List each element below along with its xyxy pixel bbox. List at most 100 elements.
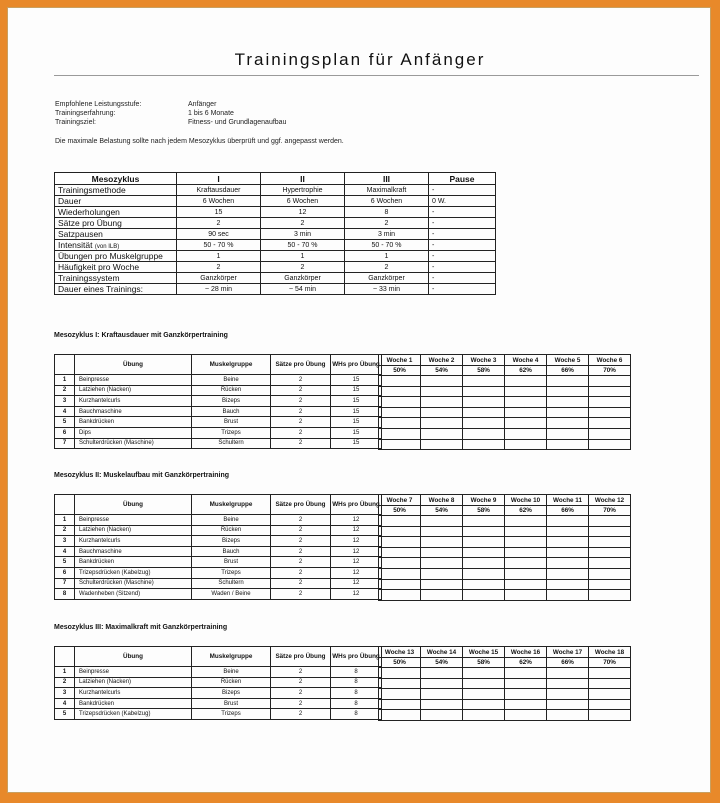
sets-value: 2 xyxy=(270,395,331,407)
intensity-percent: 70% xyxy=(588,505,631,516)
exercise-header-row: Übung Muskelgruppe Sätze pro Übung WHs pro … xyxy=(54,354,382,375)
week-header: Woche 11 xyxy=(546,494,589,506)
week-log-cell xyxy=(462,536,505,548)
week-log-cell xyxy=(588,709,631,721)
overview-row-label: Trainingsmethode xyxy=(54,184,177,196)
week-log-row xyxy=(378,567,631,580)
week-log-cell xyxy=(546,375,589,387)
week-log-cell xyxy=(546,546,589,559)
intensity-percent: 70% xyxy=(588,657,631,668)
note-text: Die maximale Belastung sollte nach jedem… xyxy=(55,138,344,145)
overview-row-label: Trainingssystem xyxy=(54,272,177,284)
overview-cell: Kraftausdauer xyxy=(176,184,261,196)
overview-header-cell: II xyxy=(260,172,345,185)
week-log-cell xyxy=(504,709,547,721)
week-log-cell xyxy=(462,525,505,538)
intensity-percent: 66% xyxy=(546,657,589,668)
week-log-cell xyxy=(420,438,463,451)
overview-cell: Ganzkörper xyxy=(176,272,261,284)
overview-header-cell: Pause xyxy=(428,172,496,185)
exercise-number: 1 xyxy=(54,666,75,678)
intensity-row: 50% 54% 58% 62% 66% 70% xyxy=(378,657,631,668)
overview-row: Dauer 6 Wochen 6 Wochen 6 Wochen 0 W. xyxy=(54,195,496,207)
week-log-cell xyxy=(588,406,631,419)
section-title: Mesozyklus I: Kraftausdauer mit Ganzkörp… xyxy=(54,332,228,339)
week-log-row xyxy=(378,578,631,591)
muscle-group-header: Muskelgruppe xyxy=(191,646,271,667)
week-log-cell xyxy=(588,546,631,559)
week-log-cell xyxy=(546,567,589,580)
week-log-cell xyxy=(588,589,631,601)
week-progress-table: Woche 7 Woche 8 Woche 9 Woche 10 Woche 11 Woc… xyxy=(378,494,631,601)
overview-cell: Ganzkörper xyxy=(260,272,345,284)
week-log-cell xyxy=(378,406,421,419)
exercise-num-header xyxy=(54,646,75,667)
week-log-cell xyxy=(462,677,505,690)
week-log-row xyxy=(378,375,631,387)
week-log-cell xyxy=(420,427,463,440)
week-progress-table: Woche 1 Woche 2 Woche 3 Woche 4 Woche 5 Woche… xyxy=(378,354,631,451)
exercise-row: 2 Latziehen (Nacken) Rücken 2 8 xyxy=(54,676,382,689)
sets-value: 2 xyxy=(270,708,331,720)
exercise-number: 6 xyxy=(54,566,75,579)
overview-cell: 2 xyxy=(176,261,261,273)
overview-cell: - xyxy=(428,184,496,196)
overview-cell: Maximalkraft xyxy=(344,184,429,196)
week-log-cell xyxy=(462,427,505,440)
reps-value: 12 xyxy=(330,524,382,537)
intensity-percent: 62% xyxy=(504,657,547,668)
reps-value: 15 xyxy=(330,437,382,450)
week-log-cell xyxy=(462,698,505,711)
exercise-name: Beinpresse xyxy=(74,514,192,526)
exercise-number: 2 xyxy=(54,384,75,397)
exercise-name: Schulterdrücken (Maschine) xyxy=(74,437,192,450)
muscle-group: Trizeps xyxy=(191,708,271,720)
week-log-cell xyxy=(504,427,547,440)
week-log-row xyxy=(378,589,631,601)
week-log-cell xyxy=(420,546,463,559)
week-log-cell xyxy=(420,557,463,569)
week-header: Woche 16 xyxy=(504,646,547,658)
overview-cell: - xyxy=(428,239,496,251)
week-log-cell xyxy=(504,589,547,601)
reps-value: 12 xyxy=(330,577,382,590)
info-value: 1 bis 6 Monate xyxy=(188,110,234,117)
overview-cell: ~ 28 min xyxy=(176,283,261,295)
sets-value: 2 xyxy=(270,687,331,699)
overview-cell: 50 - 70 % xyxy=(176,239,261,251)
week-log-cell xyxy=(420,688,463,700)
exercise-row: 3 Kurzhantelcurls Bizeps 2 15 xyxy=(54,395,382,407)
overview-cell: 2 xyxy=(260,261,345,273)
sets-header: Sätze pro Übung xyxy=(270,494,331,515)
week-log-cell xyxy=(462,417,505,429)
overview-row-label: Sätze pro Übung xyxy=(54,217,177,229)
week-log-cell xyxy=(588,536,631,548)
exercise-name-header: Übung xyxy=(74,646,192,667)
sets-value: 2 xyxy=(270,676,331,689)
overview-row: Trainingssystem Ganzkörper Ganzkörper Ganzk… xyxy=(54,272,496,284)
exercise-table: Übung Muskelgruppe Sätze pro Übung WHs pro … xyxy=(54,646,382,720)
overview-cell: Ganzkörper xyxy=(344,272,429,284)
week-log-row xyxy=(378,677,631,690)
exercise-name: Latziehen (Nacken) xyxy=(74,524,192,537)
week-log-cell xyxy=(546,536,589,548)
week-header: Woche 13 xyxy=(378,646,421,658)
exercise-number: 7 xyxy=(54,577,75,590)
week-log-row xyxy=(378,385,631,398)
week-log-cell xyxy=(462,406,505,419)
week-log-cell xyxy=(504,406,547,419)
week-log-cell xyxy=(420,417,463,429)
reps-value: 12 xyxy=(330,588,382,600)
overview-cell: - xyxy=(428,261,496,273)
exercise-number: 1 xyxy=(54,374,75,386)
week-log-cell xyxy=(378,546,421,559)
overview-row: Dauer eines Trainings: ~ 28 min ~ 54 min ~ … xyxy=(54,283,496,295)
exercise-row: 5 Bankdrücken Brust 2 15 xyxy=(54,416,382,428)
exercise-name: Trizepsdrücken (Kabelzug) xyxy=(74,708,192,720)
overview-cell: 50 - 70 % xyxy=(344,239,429,251)
overview-table: Mesozyklus I II III Pause Trainingsmethode Kr… xyxy=(54,172,496,295)
intensity-percent: 66% xyxy=(546,505,589,516)
overview-cell: 2 xyxy=(176,217,261,229)
intensity-row: 50% 54% 58% 62% 66% 70% xyxy=(378,365,631,376)
week-log-row xyxy=(378,427,631,440)
